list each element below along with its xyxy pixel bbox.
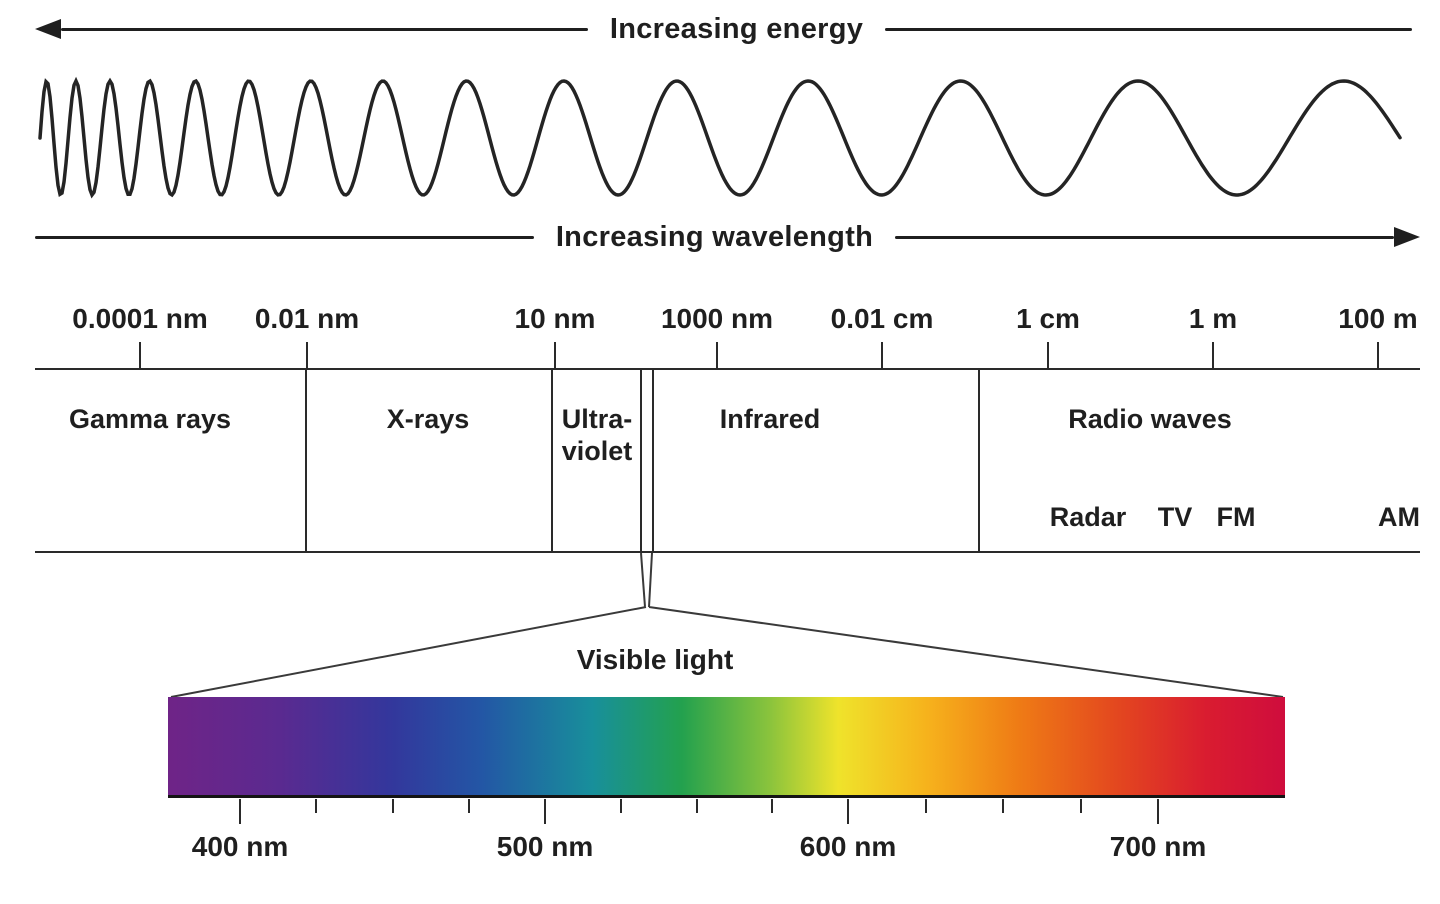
- visible-scale-tick: [1157, 799, 1159, 824]
- band-label-infrared: Infrared: [719, 404, 821, 434]
- energy-line-left: [61, 27, 588, 31]
- wavelength-scale-label: 0.01 nm: [254, 303, 360, 334]
- wavelength-scale-tick: [881, 342, 883, 368]
- radio-sublabel-tv: TV: [1157, 502, 1193, 532]
- wavelength-scale-label: 1 m: [1188, 303, 1238, 334]
- wavelength-scale-tick: [306, 342, 308, 368]
- visible-scale-tick: [1002, 799, 1004, 813]
- wavelength-scale-tick: [139, 342, 141, 368]
- band-divider-visible-right: [652, 368, 654, 553]
- band-label-ultraviolet: Ultra- violet: [561, 404, 633, 466]
- visible-scale-tick: [771, 799, 773, 813]
- visible-scale-tick: [1080, 799, 1082, 813]
- arrow-head-right-icon: [1394, 227, 1420, 247]
- visible-spectrum-bar: [168, 697, 1285, 798]
- increasing-energy-label: Increasing energy: [609, 12, 864, 45]
- visible-scale-label-700nm: 700 nm: [1109, 831, 1207, 862]
- visible-scale-label-500nm: 500 nm: [496, 831, 594, 862]
- wavelength-scale-tick: [1212, 342, 1214, 368]
- band-divider: [551, 368, 553, 553]
- visible-scale-tick: [392, 799, 394, 813]
- radio-sublabel-am: AM: [1378, 502, 1420, 532]
- visible-scale-tick: [620, 799, 622, 813]
- increasing-wavelength-label: Increasing wavelength: [555, 220, 874, 253]
- em-wave-illustration: [38, 76, 1402, 199]
- wavelength-scale-tick: [1377, 342, 1379, 368]
- visible-scale-tick: [925, 799, 927, 813]
- increasing-wavelength-arrow: Increasing wavelength: [35, 221, 1420, 253]
- visible-scale-tick: [468, 799, 470, 813]
- visible-light-label: Visible light: [576, 644, 734, 675]
- wavelength-line-left: [35, 235, 534, 239]
- spectrum-table-top-line: [35, 368, 1420, 370]
- spectrum-table-bottom-line: [35, 551, 1420, 553]
- band-label-x-rays: X-rays: [386, 404, 470, 434]
- wavelength-scale-tick: [716, 342, 718, 368]
- radio-sublabel-fm: FM: [1216, 502, 1256, 532]
- radio-sublabel-radar: Radar: [1049, 502, 1127, 532]
- band-divider: [305, 368, 307, 553]
- visible-scale-tick: [315, 799, 317, 813]
- band-label-gamma-rays: Gamma rays: [68, 404, 232, 434]
- arrow-head-left-icon: [35, 19, 61, 39]
- band-divider-visible-left: [640, 368, 642, 553]
- increasing-energy-arrow: Increasing energy: [35, 13, 1413, 45]
- visible-scale-tick: [696, 799, 698, 813]
- wavelength-line-right: [895, 235, 1394, 239]
- visible-scale-tick: [239, 799, 241, 824]
- visible-scale-label-600nm: 600 nm: [799, 831, 897, 862]
- energy-line-right: [885, 27, 1413, 31]
- wavelength-scale-label: 0.0001 nm: [72, 303, 208, 334]
- visible-scale-tick: [544, 799, 546, 824]
- wavelength-scale-label: 1 cm: [1016, 303, 1080, 334]
- wavelength-scale-label: 0.01 cm: [830, 303, 934, 334]
- wavelength-scale-tick: [554, 342, 556, 368]
- wavelength-scale-label: 10 nm: [514, 303, 596, 334]
- wavelength-scale-label: 100 m: [1338, 303, 1418, 334]
- band-divider: [978, 368, 980, 553]
- visible-scale-label-400nm: 400 nm: [191, 831, 289, 862]
- visible-scale-tick: [847, 799, 849, 824]
- band-label-radio-waves: Radio waves: [1068, 404, 1232, 434]
- wavelength-scale-tick: [1047, 342, 1049, 368]
- wavelength-scale-label: 1000 nm: [660, 303, 774, 334]
